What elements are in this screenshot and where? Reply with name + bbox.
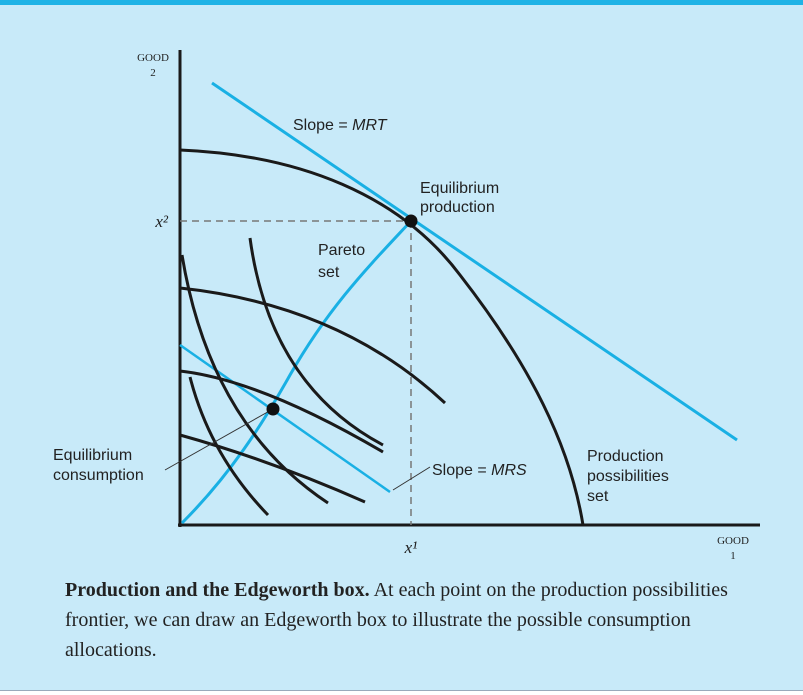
leader-line	[392, 466, 431, 491]
production-label: production	[420, 199, 495, 216]
y-tick-label: x²	[154, 212, 169, 231]
pareto-label: set	[318, 264, 340, 281]
mrs-label: Slope = MRS	[432, 462, 527, 479]
consumption-label: Equilibrium	[53, 447, 132, 464]
indifference-curve	[179, 433, 366, 504]
pps-label: set	[587, 488, 609, 505]
indifference-curve	[180, 254, 329, 505]
ppf-curve	[179, 148, 585, 526]
indifference-curve	[188, 376, 270, 517]
pareto-label: Pareto	[318, 242, 365, 259]
y-axis-label: GOOD	[137, 52, 169, 64]
indifference-curve	[248, 237, 384, 447]
mrt-label: Slope = MRT	[293, 117, 388, 134]
production-label: Equilibrium	[420, 180, 499, 197]
pps-label: possibilities	[587, 468, 669, 485]
caption: Production and the Edgeworth box. At eac…	[65, 575, 765, 665]
indifference-curve	[179, 286, 447, 405]
x-tick-label: x¹	[404, 538, 418, 557]
caption-title: Production and the Edgeworth box.	[65, 579, 370, 601]
mrt-line	[211, 81, 738, 442]
leader-line	[164, 408, 274, 471]
label-text: Slope =	[432, 462, 491, 479]
pareto-set	[180, 219, 413, 525]
equilibrium-consumption-point	[266, 402, 280, 416]
label-emph: MRT	[352, 117, 388, 134]
indifference-curve	[179, 369, 384, 454]
diagram: GOOD 2 GOOD 1 x² x¹ Slope = MRT Equilibr…	[53, 50, 760, 562]
equilibrium-production-point	[404, 214, 418, 228]
y-axis-label: 2	[150, 67, 156, 79]
x-axis-label: GOOD	[717, 535, 749, 547]
x-axis-label: 1	[730, 550, 736, 562]
label-emph: MRS	[491, 462, 527, 479]
caption-text: At each point on the production possibil…	[65, 579, 728, 661]
pps-label: Production	[587, 448, 664, 465]
label-text: Slope =	[293, 117, 352, 134]
consumption-label: consumption	[53, 467, 144, 484]
